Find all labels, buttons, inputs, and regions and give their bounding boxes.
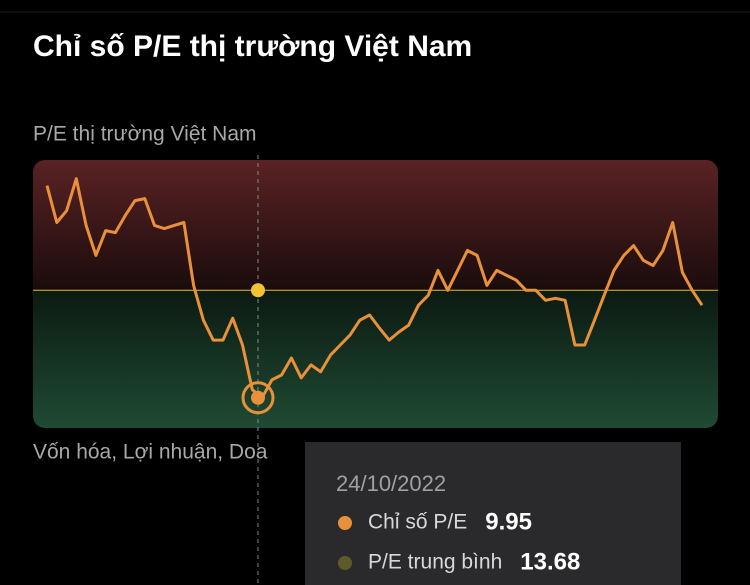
chart-title: Chỉ số P/E thị trường Việt Nam: [33, 30, 472, 63]
tooltip-value: 13.68: [520, 548, 580, 575]
footnote: Vốn hóa, Lợi nhuận, Doa: [33, 441, 268, 464]
overvalued-zone: [33, 160, 718, 291]
tooltip-name: Chỉ số P/E: [368, 511, 467, 534]
average-point: [251, 283, 265, 298]
hover-ring: [241, 381, 275, 415]
plot-area: [33, 160, 718, 428]
hover-point: [251, 390, 265, 405]
undervalued-zone: [33, 290, 718, 428]
pe-line: [45, 177, 704, 400]
tooltip-value: 9.95: [485, 508, 532, 535]
tooltip-dot: [338, 516, 352, 530]
tooltip-box: [305, 442, 681, 585]
tooltip-dot: [338, 556, 352, 570]
tooltip-name: P/E trung bình: [368, 551, 502, 574]
tooltip-date: 24/10/2022: [336, 471, 446, 496]
tooltip: 24/10/2022 Chỉ số P/E 9.95 P/E trung bình 1…: [305, 442, 681, 585]
chart-subtitle: P/E thị trường Việt Nam: [33, 123, 257, 146]
